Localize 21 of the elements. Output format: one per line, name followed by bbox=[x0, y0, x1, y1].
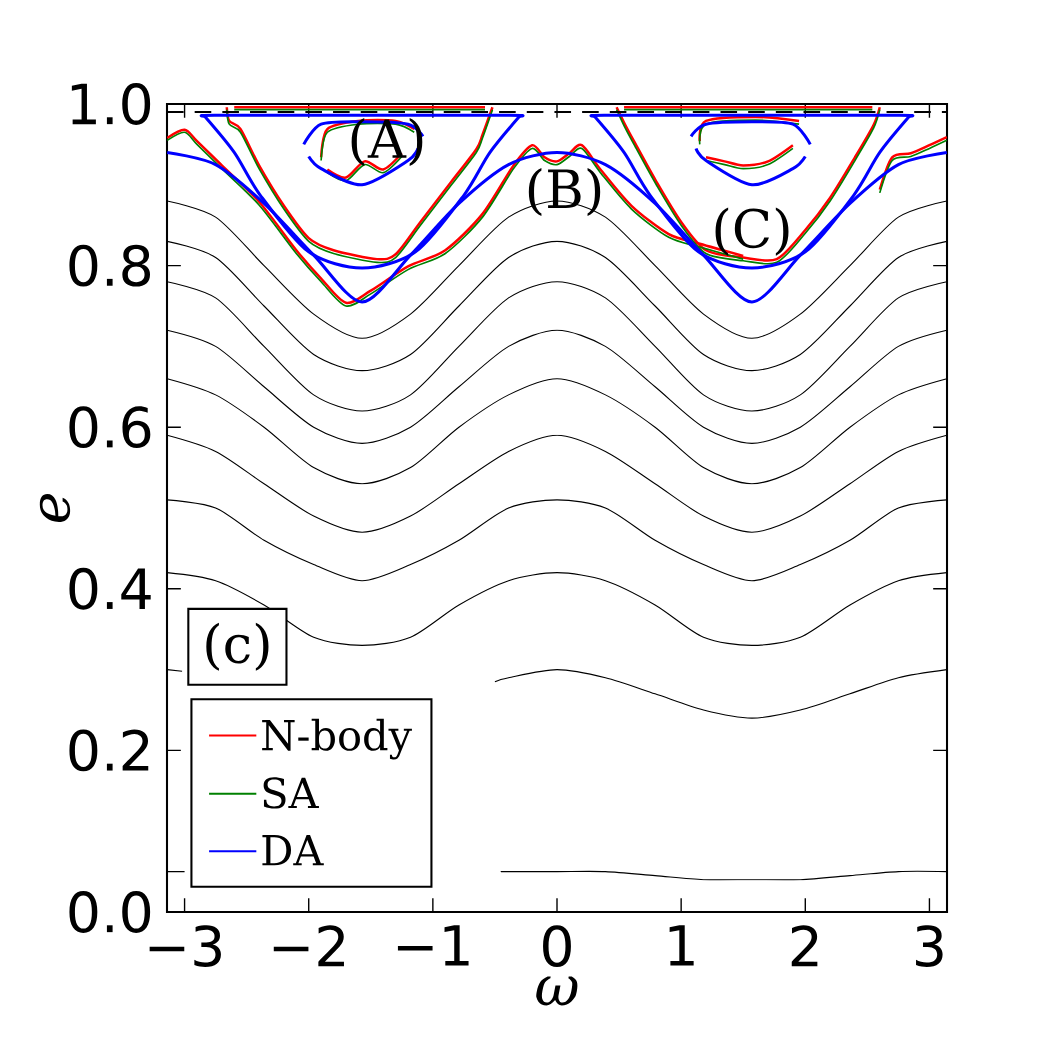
legend-label: N-body bbox=[262, 718, 412, 760]
x-tick-label: 2 bbox=[791, 925, 818, 967]
y-tick-label: 0.2 bbox=[69, 729, 149, 772]
x-axis-title: ω bbox=[536, 976, 578, 1006]
x-tick-label: 1 bbox=[669, 925, 694, 966]
x-tick-label: −3 bbox=[149, 925, 221, 968]
y-tick-label: 0.8 bbox=[69, 244, 151, 287]
x-tick-label: −1 bbox=[397, 925, 469, 966]
legend-label: DA bbox=[262, 835, 324, 866]
y-axis-title: e bbox=[39, 494, 71, 523]
annotation: (A) bbox=[351, 117, 423, 167]
annotation: (C) bbox=[715, 207, 789, 256]
y-tick-label: 1.0 bbox=[71, 83, 151, 125]
legend-label: SA bbox=[263, 777, 319, 809]
annotation: (c) bbox=[206, 622, 269, 671]
y-tick-label: 0.0 bbox=[69, 891, 151, 933]
y-tick-label: 0.6 bbox=[69, 406, 151, 449]
x-tick-label: 3 bbox=[916, 925, 943, 968]
x-tick-label: −2 bbox=[273, 925, 344, 967]
y-tick-label: 0.4 bbox=[69, 567, 151, 610]
x-tick-label: 0 bbox=[543, 925, 571, 968]
